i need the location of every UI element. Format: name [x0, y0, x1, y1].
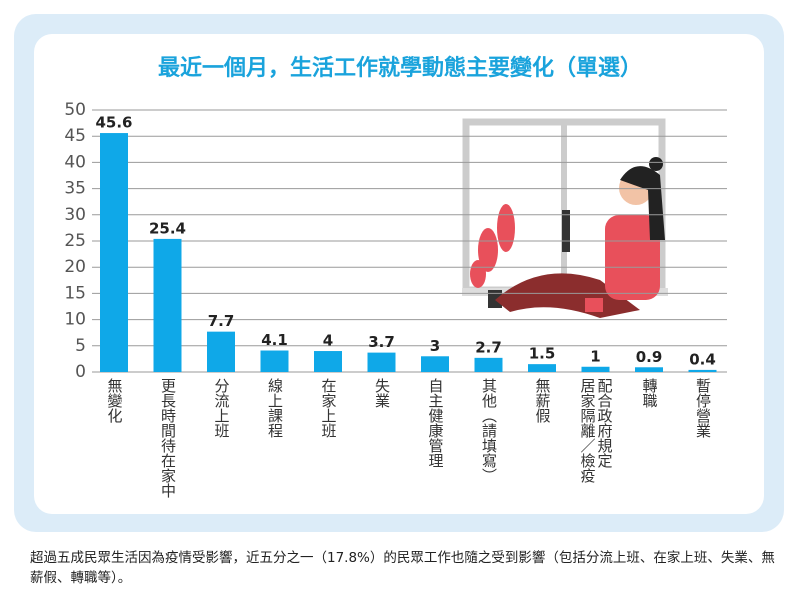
bar [260, 350, 289, 372]
y-tick-label: 35 [64, 179, 86, 199]
bar [474, 357, 503, 372]
value-label: 3 [430, 337, 440, 355]
chart: 最近一個月，生活工作就學動態主要變化（單選） 0 5 10 15 20 25 30 35 40 4… [64, 55, 727, 382]
bar [528, 364, 556, 372]
bar [688, 369, 717, 372]
x-tick-label: 在家上班 [319, 378, 338, 438]
illustration [462, 118, 668, 318]
bar [421, 356, 449, 372]
bar [207, 331, 235, 372]
y-tick-label: 40 [64, 152, 86, 172]
x-tick-label: 失業 [373, 378, 391, 408]
value-label: 0.9 [636, 348, 663, 366]
value-label: 1.5 [529, 345, 556, 363]
x-tick-label: 無變化 [105, 378, 124, 423]
x-tick-label: 線上課程 [266, 378, 284, 438]
y-tick-label: 10 [64, 310, 86, 330]
bar [367, 352, 396, 372]
bar [635, 367, 663, 372]
x-tick-label: 無薪假 [533, 378, 552, 423]
value-label: 2.7 [475, 338, 502, 356]
value-label: 1 [590, 347, 600, 365]
x-tick-label: 配合政府規定 居家隔離／檢疫 [578, 378, 614, 483]
x-tick-label: 分流上班 [212, 378, 231, 438]
caption: 超過五成民眾生活因為疫情受影響，近五分之一（17.8%）的民眾工作也隨之受到影響… [30, 550, 775, 586]
x-tick-label: 暫停營業 [694, 378, 712, 438]
y-tick-label: 25 [64, 231, 86, 251]
bar [100, 133, 128, 372]
chart-title: 最近一個月，生活工作就學動態主要變化（單選） [158, 55, 642, 81]
value-label: 45.6 [95, 114, 132, 132]
bar [314, 351, 342, 372]
y-tick-label: 30 [64, 205, 86, 225]
x-tick-label: 自主健康管理 [426, 378, 445, 468]
value-label: 4.1 [261, 331, 288, 349]
y-tick-label: 20 [64, 257, 86, 277]
y-tick-label: 0 [75, 362, 86, 382]
value-label: 3.7 [368, 333, 395, 351]
value-label: 4 [323, 332, 333, 350]
value-label: 7.7 [208, 312, 235, 330]
y-tick-label: 45 [64, 126, 86, 146]
bar [153, 238, 182, 372]
x-tick-label: 轉職 [640, 378, 659, 408]
y-tick-label: 5 [75, 336, 86, 356]
x-tick-label: 其他（請填寫） [480, 378, 498, 483]
value-label: 25.4 [149, 219, 186, 237]
bar [581, 366, 610, 372]
y-tick-label: 15 [64, 283, 86, 303]
value-label: 0.4 [689, 350, 716, 368]
x-tick-label: 更長時間待在家中 [159, 378, 177, 498]
y-tick-label: 50 [64, 100, 86, 120]
